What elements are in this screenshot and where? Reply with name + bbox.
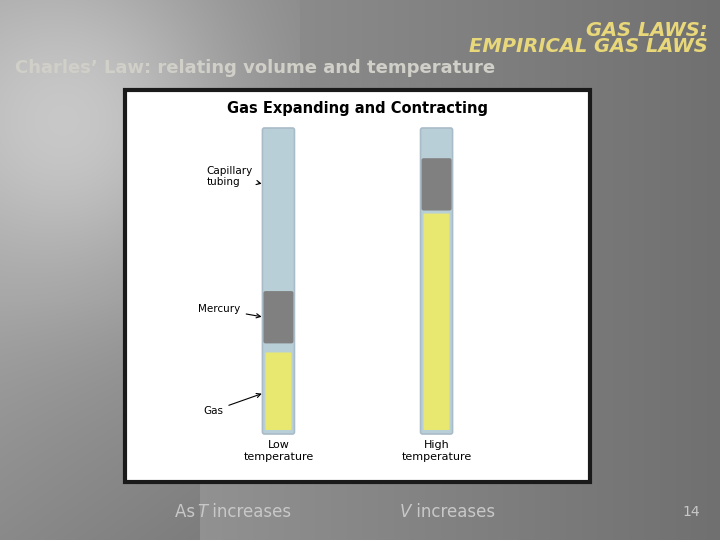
FancyBboxPatch shape: [423, 213, 449, 430]
FancyBboxPatch shape: [266, 353, 292, 430]
Text: Capillary
tubing: Capillary tubing: [207, 166, 261, 187]
Text: GAS LAWS:: GAS LAWS:: [587, 21, 708, 40]
Text: EMPIRICAL GAS LAWS: EMPIRICAL GAS LAWS: [469, 37, 708, 56]
Text: Gas Expanding and Contracting: Gas Expanding and Contracting: [227, 100, 488, 116]
Text: High
temperature: High temperature: [402, 440, 472, 462]
Text: Charles’ Law: relating volume and temperature: Charles’ Law: relating volume and temper…: [15, 59, 495, 77]
Text: Mercury: Mercury: [199, 304, 261, 318]
Bar: [125, 90, 590, 482]
Text: As: As: [175, 503, 200, 521]
FancyBboxPatch shape: [420, 128, 453, 434]
Text: Gas: Gas: [204, 394, 261, 416]
Text: increases: increases: [207, 503, 291, 521]
Text: 14: 14: [683, 505, 700, 519]
FancyBboxPatch shape: [264, 291, 294, 343]
FancyBboxPatch shape: [263, 128, 294, 434]
Text: increases: increases: [411, 503, 495, 521]
Text: V: V: [400, 503, 411, 521]
Text: Low
temperature: Low temperature: [243, 440, 314, 462]
FancyBboxPatch shape: [421, 158, 451, 211]
Text: T: T: [197, 503, 207, 521]
